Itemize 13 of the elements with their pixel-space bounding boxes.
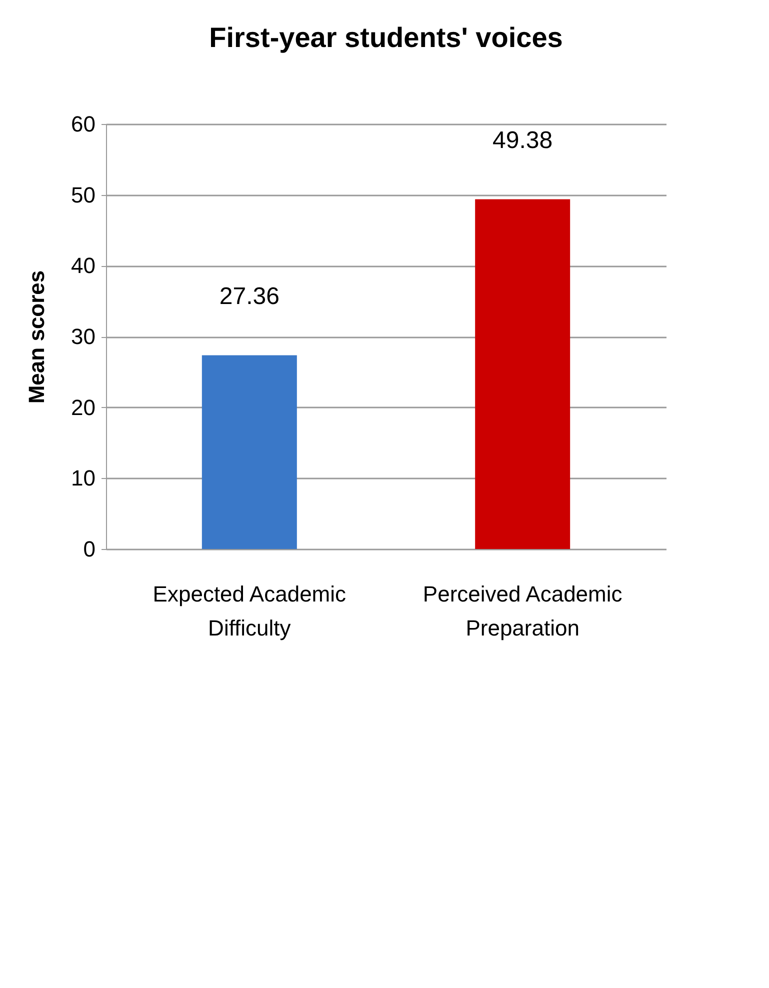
y-tick-label: 20	[71, 394, 96, 420]
y-tick-label: 40	[71, 253, 96, 278]
data-label: 49.38	[492, 127, 553, 154]
x-tick-label: Perceived Academic Preparation	[422, 582, 622, 640]
chart-title: First-year students' voices	[209, 22, 563, 53]
data-label: 27.36	[219, 283, 280, 310]
x-tick-label: Expected Academic Difficulty	[152, 582, 346, 640]
y-tick-label: 10	[71, 466, 96, 491]
y-axis-title: Mean scores	[24, 270, 50, 404]
y-tick-label: 30	[71, 324, 96, 349]
y-tick-label: 50	[71, 182, 96, 208]
y-tick-label: 0	[83, 536, 96, 562]
y-tick-label: 60	[71, 112, 96, 136]
